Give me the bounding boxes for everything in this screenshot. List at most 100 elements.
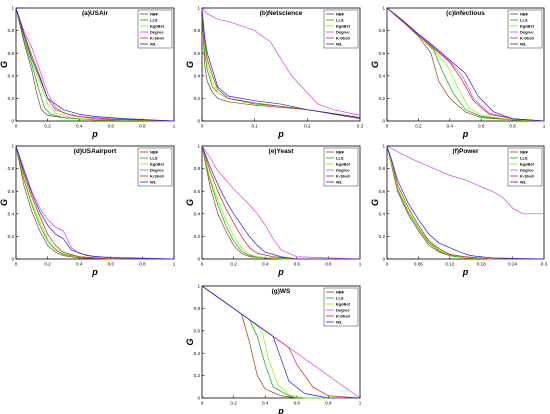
series-line-degree: [15, 7, 175, 122]
legend-entry: NBF: [520, 150, 529, 155]
legend-entry: K-Shell: [336, 36, 350, 41]
x-tick-label: 1: [359, 401, 362, 406]
y-tick-label: 1: [382, 144, 385, 149]
legend-entry: WL: [336, 42, 343, 47]
series-line-egobet: [386, 145, 544, 260]
series-line-degree: [201, 145, 361, 260]
y-tick-label: 0: [11, 257, 14, 262]
y-tick-label: 0.4: [379, 73, 386, 78]
y-axis-label: G: [185, 338, 195, 345]
legend-entry: LLS: [150, 156, 158, 161]
legend-entry: Degree: [150, 30, 164, 35]
chart-title: (c)Infectious: [446, 10, 485, 17]
series-line-wl: [201, 145, 360, 260]
y-axis-label: G: [185, 199, 195, 206]
legend-entry: Degree: [150, 168, 164, 173]
x-tick-label: 0.3: [357, 124, 364, 129]
legend-entry: K-Shell: [150, 174, 164, 179]
x-tick-label: 0.12: [445, 262, 454, 267]
y-axis-label: G: [185, 61, 195, 68]
x-axis-label: p: [277, 129, 284, 139]
x-tick-label: 0: [15, 124, 18, 129]
legend-entry: NBF: [520, 12, 529, 17]
chart-panel-1: 0 0.2 0.4 0.6 0.8 1 0 0.2 0.4 0.6 0.8 1 (a)USAir p G NB…: [0, 6, 176, 139]
legend-entry: K-Shell: [520, 36, 534, 41]
y-tick-label: 0.2: [379, 234, 386, 239]
series-line-k-shell: [201, 145, 360, 260]
x-tick-label: 1: [173, 262, 176, 267]
y-tick-label: 0.6: [379, 51, 386, 56]
legend-entry: K-Shell: [336, 174, 350, 179]
legend-entry: K-Shell: [336, 314, 350, 319]
chart-panel-4: 0 0.2 0.4 0.6 0.8 1 0 0.2 0.4 0.6 0.8 1 (d)USAairpor…: [0, 144, 176, 277]
series-line-egobet: [15, 7, 175, 122]
series-line-nbf: [15, 145, 174, 260]
x-tick-label: 0.2: [230, 401, 237, 406]
chart-title: (g)WS: [272, 288, 291, 295]
legend-entry: WL: [520, 180, 527, 185]
series-line-k-shell: [201, 7, 361, 118]
legend-entry: LLS: [336, 296, 344, 301]
y-tick-label: 1: [11, 144, 14, 149]
x-tick-label: 0.8: [325, 401, 332, 406]
x-tick-label: 0.18: [477, 262, 486, 267]
x-tick-label: 1: [173, 124, 176, 129]
x-tick-label: 0.6: [294, 401, 301, 406]
x-tick-label: 0.1: [251, 124, 258, 129]
legend-entry: WL: [336, 320, 343, 325]
x-tick-label: 0.4: [76, 262, 83, 267]
x-tick-label: 0: [386, 124, 389, 129]
chart-title: (f)Power: [453, 148, 479, 155]
chart-title: (d)USAairport: [74, 148, 117, 155]
series-line-wl: [201, 7, 361, 118]
series-line-lls: [201, 145, 360, 260]
legend-entry: NBF: [150, 150, 159, 155]
y-tick-label: 1: [197, 144, 200, 149]
y-tick-label: 0: [197, 119, 200, 124]
y-tick-label: 0.6: [194, 51, 201, 56]
x-tick-label: 0: [201, 262, 204, 267]
legend-entry: EgoBet: [520, 24, 535, 29]
y-tick-label: 1: [197, 6, 200, 11]
y-tick-label: 0.2: [194, 234, 201, 239]
legend-entry: NBF: [336, 12, 345, 17]
x-tick-label: 0.24: [508, 262, 517, 267]
x-tick-label: 0.6: [108, 124, 115, 129]
y-tick-label: 0.6: [194, 328, 201, 333]
series-line-wl: [386, 7, 545, 122]
x-tick-label: 0.2: [44, 262, 51, 267]
x-tick-label: 0.06: [414, 262, 423, 267]
x-tick-label: 0.2: [230, 262, 237, 267]
x-tick-label: 0.4: [76, 124, 83, 129]
y-tick-label: 0.4: [379, 211, 386, 216]
legend-entry: K-Shell: [150, 36, 164, 41]
y-tick-label: 0: [197, 396, 200, 401]
y-tick-label: 1: [382, 6, 385, 11]
series-line-k-shell: [386, 145, 544, 260]
legend-box: [507, 147, 543, 187]
chart-panel-3: 0 0.2 0.4 0.6 0.8 1 0 0.2 0.4 0.6 0.8 1 (c)Infectiou…: [370, 6, 546, 139]
legend-entry: Degree: [336, 308, 350, 313]
legend-box: [323, 147, 359, 187]
x-tick-label: 0.2: [304, 124, 311, 129]
x-tick-label: 0.8: [509, 124, 516, 129]
x-tick-label: 0: [201, 401, 204, 406]
y-tick-label: 0.8: [194, 28, 201, 33]
x-tick-label: 0: [15, 262, 18, 267]
y-tick-label: 0.4: [194, 211, 201, 216]
x-tick-label: 0.4: [262, 401, 269, 406]
legend-entry: LLS: [150, 18, 158, 23]
y-tick-label: 0.8: [8, 166, 15, 171]
series-line-nbf: [386, 7, 545, 122]
legend-entry: WL: [150, 180, 157, 185]
legend-entry: WL: [150, 42, 157, 47]
y-tick-label: 0: [382, 119, 385, 124]
series-line-degree: [201, 7, 361, 116]
y-axis-label: G: [370, 199, 380, 206]
legend-entry: WL: [336, 180, 343, 185]
x-tick-label: 0.6: [294, 262, 301, 267]
